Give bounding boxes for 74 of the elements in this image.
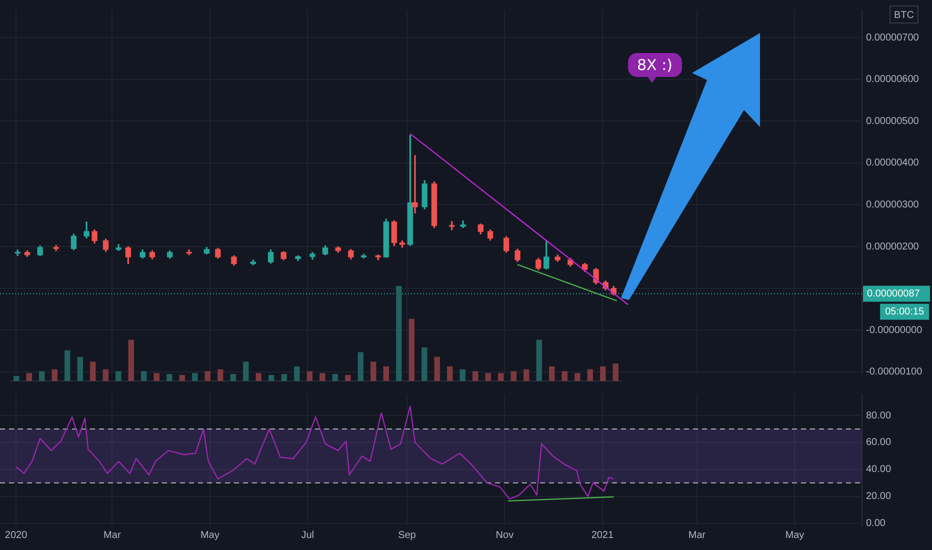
x-tick-label: Nov (496, 530, 514, 541)
y-tick-label: -0.00000000 (866, 324, 923, 336)
bar (383, 366, 389, 381)
bar (128, 340, 134, 381)
bar (204, 371, 210, 381)
x-tick-label: Mar (104, 530, 122, 541)
bar (230, 374, 236, 381)
bar (587, 369, 593, 381)
bar (485, 373, 491, 381)
y-tick-label: 0.00000300 (866, 199, 920, 210)
bar (64, 350, 70, 381)
bar (396, 286, 402, 381)
bar (77, 356, 83, 381)
x-tick-label: Mar (688, 530, 706, 541)
bar (102, 369, 108, 381)
bar (549, 366, 555, 381)
text: 05:00:15 (885, 306, 924, 318)
bar (268, 374, 274, 381)
bar (345, 374, 351, 381)
bar (536, 340, 542, 381)
y-tick-label: 0.00000200 (866, 241, 920, 252)
y-tick-label: 0.00000600 (866, 74, 920, 86)
bar (332, 374, 338, 381)
y-axis-title: BTC (894, 10, 914, 21)
y-tick-label: 0.00000400 (866, 158, 920, 169)
bar (460, 369, 466, 381)
ref-line-label: 0.00000087 (867, 288, 920, 300)
bar (52, 369, 58, 381)
bar (422, 347, 428, 381)
x-tick-label: May (785, 530, 804, 541)
y-tick-label: 80.00 (866, 410, 892, 422)
bar (243, 362, 249, 381)
bar (600, 366, 606, 381)
bar (116, 371, 122, 381)
y-tick-label: 0.00 (866, 518, 886, 530)
annotation: 8X :) (628, 53, 682, 77)
bar (154, 373, 160, 381)
bar (39, 371, 45, 381)
x-tick-label: 2021 (591, 530, 614, 541)
x-tick-label: Sep (398, 530, 416, 541)
bar (320, 373, 326, 381)
bar (141, 371, 147, 381)
bar (408, 318, 414, 381)
bar (574, 373, 580, 381)
bar (218, 369, 224, 381)
bar (498, 373, 504, 381)
y-tick-label: 60.00 (866, 437, 892, 448)
bar (434, 356, 440, 381)
bar (358, 352, 364, 381)
y-tick-label: 0.00000700 (866, 32, 920, 44)
x-tick-label: May (200, 530, 220, 541)
bar (14, 376, 20, 381)
bar (306, 371, 312, 381)
bar (562, 371, 568, 381)
bar (612, 364, 618, 381)
bar (166, 374, 172, 381)
y-tick-label: -0.00000100 (866, 366, 923, 378)
bar (26, 373, 32, 381)
x-tick-label: Jul (301, 530, 314, 541)
bar (510, 371, 516, 381)
bar (179, 374, 185, 381)
y-tick-label: 20.00 (866, 491, 892, 502)
bar (472, 371, 478, 381)
bar (281, 374, 287, 381)
bar (524, 369, 530, 381)
bar (447, 366, 453, 381)
bar (294, 366, 300, 381)
bar (370, 362, 376, 381)
y-tick-label: 40.00 (866, 464, 892, 476)
bar (90, 362, 96, 381)
bar (192, 373, 198, 381)
y-tick-label: 0.00000500 (866, 116, 920, 127)
x-tick-label: 2020 (4, 530, 28, 541)
bar (256, 373, 262, 381)
